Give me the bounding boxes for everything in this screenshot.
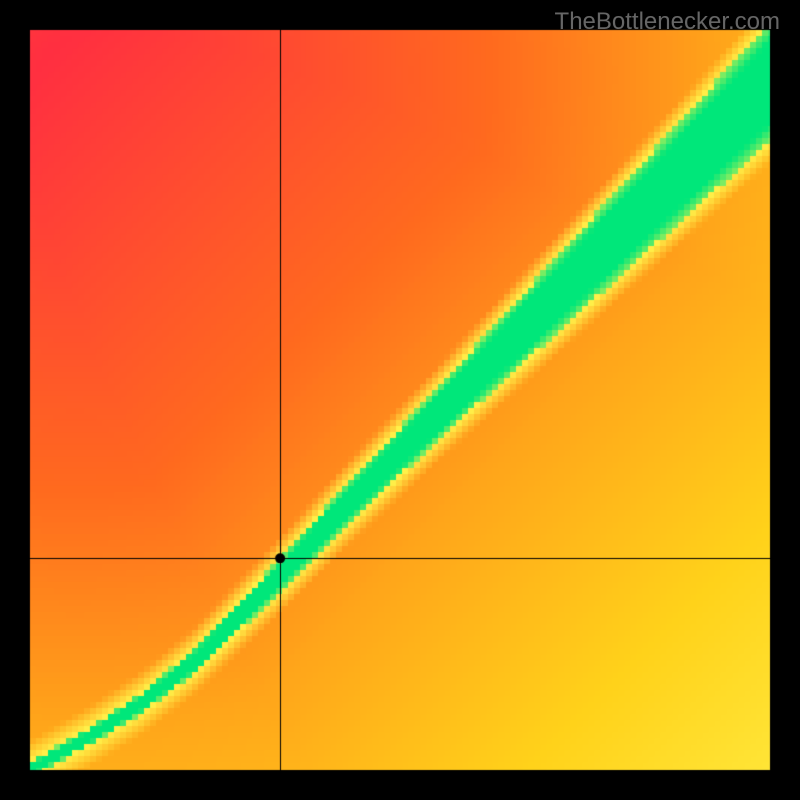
chart-container: TheBottlenecker.com — [0, 0, 800, 800]
heatmap-canvas — [0, 0, 800, 800]
watermark-text: TheBottlenecker.com — [555, 8, 780, 36]
